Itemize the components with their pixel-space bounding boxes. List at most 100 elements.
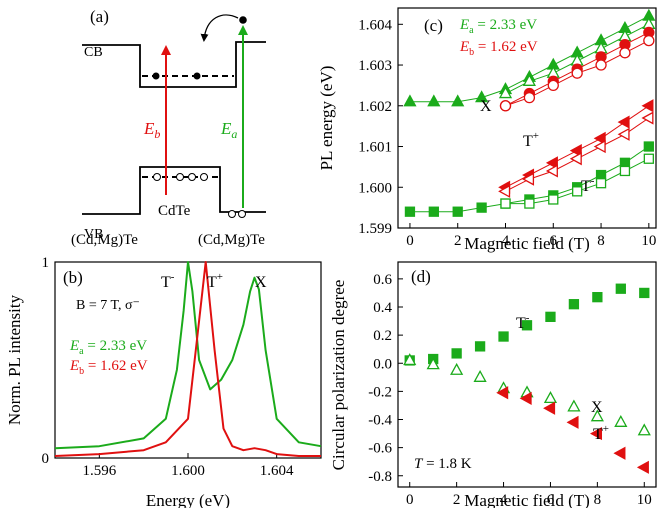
panel-d-label: (d) (411, 267, 431, 286)
data-point (590, 409, 604, 422)
y-tick-label: 1.604 (358, 17, 392, 33)
barrier-right-label: (Cd,Mg)Te (198, 232, 265, 248)
data-point (572, 186, 583, 197)
data-point (566, 415, 579, 429)
data-point (592, 292, 603, 303)
data-point (451, 94, 465, 107)
y-tick-label: -0.8 (368, 469, 392, 485)
panel-b-legend-b: Eb = 1.62 eV (69, 358, 148, 377)
y-tick-label: 1.601 (358, 140, 392, 156)
panel-c-label: (c) (424, 16, 443, 35)
panel-c-frame (397, 7, 657, 229)
hole-circle (153, 173, 161, 181)
data-point (428, 206, 439, 217)
data-point (545, 311, 556, 322)
data-point (636, 460, 649, 474)
panel-d-ticks: 0 2 4 6 8 10 0.6 0.4 0.2 0.0 -0.2 -0.4 -0.6 -0.8 (368, 272, 652, 508)
peak-label-x: X (255, 274, 267, 291)
eb-label: Eb (143, 119, 160, 141)
electron-dot (193, 72, 201, 80)
data-point (569, 152, 582, 166)
data-point (519, 391, 532, 406)
panel-d-condition: T = 1.8 K (414, 456, 472, 472)
data-point (614, 414, 628, 427)
data-point (569, 143, 582, 158)
y-tick-label: 0.6 (373, 272, 392, 288)
valence-band-line (82, 166, 266, 215)
panel-d-ylabel: Circular polarization degree (329, 280, 348, 471)
pol-label-t-minus: T- (516, 312, 530, 332)
y-tick-label: 0.2 (373, 328, 392, 344)
spectrum-line (54, 261, 321, 457)
data-point (404, 206, 416, 217)
y-tick-label: -0.6 (368, 441, 392, 457)
electron-dot (239, 16, 247, 24)
pol-label-t-plus: T+ (593, 423, 609, 443)
x-tick-label: 2 (454, 233, 462, 249)
y-tick-label: -0.2 (368, 384, 392, 400)
well-label: CdTe (158, 203, 191, 219)
x-tick-label: 6 (547, 492, 555, 508)
x-tick-label: 2 (453, 492, 461, 508)
data-point (593, 139, 606, 154)
relaxation-arrow (200, 14, 239, 42)
x-tick-label: 6 (550, 233, 558, 249)
y-tick-label: 0.4 (373, 300, 392, 316)
data-point (617, 127, 630, 141)
data-point (637, 423, 651, 436)
data-point (615, 283, 626, 294)
x-tick-label: 10 (641, 233, 656, 249)
data-point (452, 206, 463, 217)
hole-circle (176, 173, 184, 181)
x-tick-label: 1.604 (260, 463, 294, 479)
data-point (427, 94, 441, 107)
panel-c-series (403, 8, 656, 217)
data-point (498, 184, 511, 198)
data-point (403, 353, 417, 366)
x-tick-label: 4 (500, 492, 508, 508)
hole-circle (228, 210, 236, 218)
panel-c-ticks: 0 2 4 6 8 10 1.599 1.600 1.601 1.602 1.603 1.604 (358, 17, 656, 249)
y-tick-label: 1.603 (358, 58, 392, 74)
panel-b-series (54, 261, 322, 457)
data-point (475, 90, 489, 103)
hole-circle (200, 173, 208, 181)
data-point (498, 86, 513, 99)
panel-c-chart: 0 2 4 6 8 10 1.599 1.600 1.601 1.602 1.603 1.604 (c… (317, 7, 657, 253)
barrier-left-label: (Cd,Mg)Te (71, 232, 138, 248)
y-tick-label: 1.602 (358, 99, 392, 115)
hole-circle (188, 173, 196, 181)
data-point (643, 34, 655, 47)
y-tick-label: 1 (42, 255, 50, 271)
data-point (595, 178, 607, 189)
series-label-t-plus: T+ (523, 130, 539, 150)
data-point (498, 331, 509, 342)
panel-c-xlabel: Magnetic field (T) (464, 234, 590, 253)
data-point (521, 320, 533, 331)
data-point (567, 399, 581, 412)
x-tick-label: 4 (502, 233, 510, 249)
panel-d-chart: 0 2 4 6 8 100.60.40.20.0-0.2-0.4-0.6-0.8 (d) … (329, 261, 657, 508)
data-point (522, 172, 535, 186)
vb-label: VB (84, 227, 103, 242)
data-point (522, 73, 536, 86)
panel-a-label: (a) (90, 7, 109, 26)
x-tick-label: 8 (594, 492, 602, 508)
conduction-band-line (82, 41, 266, 88)
panel-c-legend-a: Ea = 2.33 eV (459, 17, 537, 36)
panel-d-xlabel: Magnetic field (T) (464, 491, 590, 508)
series-label-t-minus: T- (581, 175, 595, 195)
hole-circle (238, 210, 246, 218)
data-point (476, 202, 487, 213)
electron-dot (152, 72, 160, 80)
data-point (496, 386, 509, 400)
panel-b-xlabel: Energy (eV) (146, 491, 230, 508)
y-tick-label: 1.599 (358, 221, 392, 237)
data-point (548, 194, 559, 205)
data-point (613, 446, 626, 460)
pol-label-x: X (591, 399, 603, 416)
data-point (499, 100, 512, 112)
data-point (619, 47, 631, 59)
data-point (524, 198, 535, 209)
